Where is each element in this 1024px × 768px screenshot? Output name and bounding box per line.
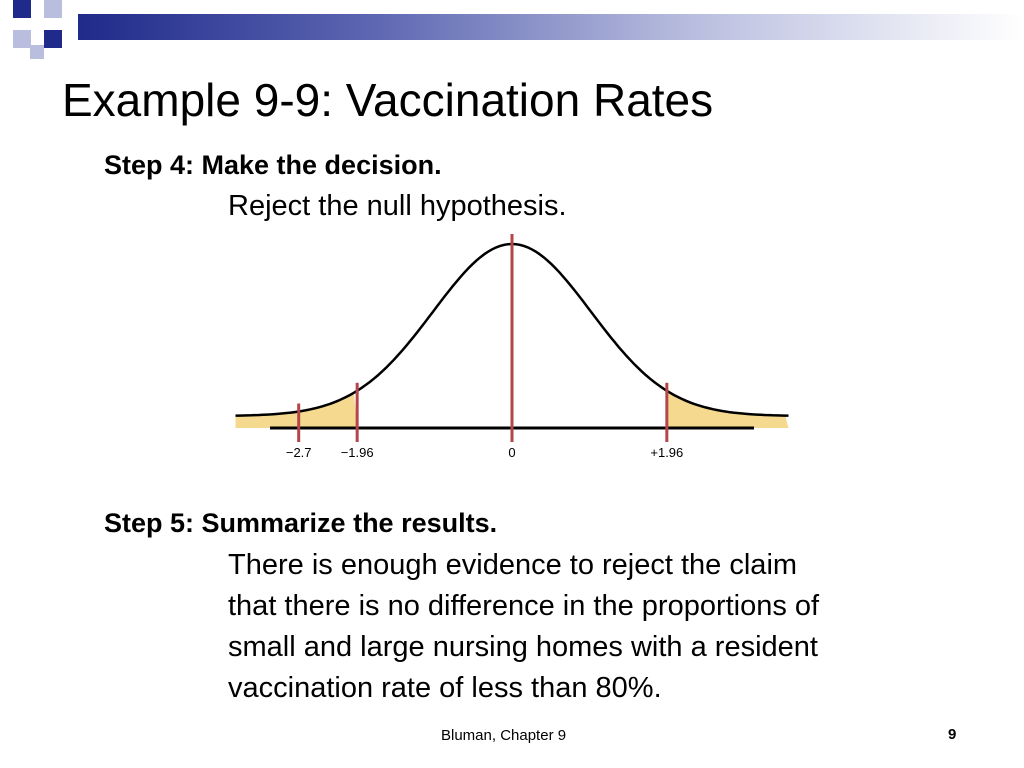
step5-line: that there is no difference in the propo… (228, 590, 820, 622)
z-label: 0 (508, 445, 515, 460)
header-square (44, 0, 62, 18)
step5-line: vaccination rate of less than 80%. (228, 672, 662, 704)
header-decoration (0, 0, 1024, 60)
header-square (13, 30, 31, 48)
step4-body: Reject the null hypothesis. (228, 190, 567, 222)
header-gradient-bar (78, 14, 1024, 40)
header-square (44, 30, 62, 48)
step5-line: There is enough evidence to reject the c… (228, 549, 798, 581)
rejection-region-right (666, 390, 789, 428)
page-number: 9 (948, 726, 957, 743)
z-label: −2.7 (286, 445, 312, 460)
critical-value-lines (297, 234, 669, 442)
z-label: −1.96 (341, 445, 374, 460)
z-label: +1.96 (650, 445, 683, 460)
step5-heading: Step 5: Summarize the results. (104, 508, 498, 538)
header-square (13, 0, 31, 18)
step5-body: There is enough evidence to reject the c… (228, 545, 948, 709)
slide-title: Example 9-9: Vaccination Rates (62, 74, 714, 126)
footer-text: Bluman, Chapter 9 (441, 727, 567, 744)
header-square (30, 45, 44, 59)
step5-line: small and large nursing homes with a res… (228, 631, 818, 663)
z-value-labels: −2.7 −1.96 0 +1.96 (286, 445, 683, 460)
rejection-region-left (235, 392, 358, 428)
step4-heading: Step 4: Make the decision. (104, 150, 442, 180)
